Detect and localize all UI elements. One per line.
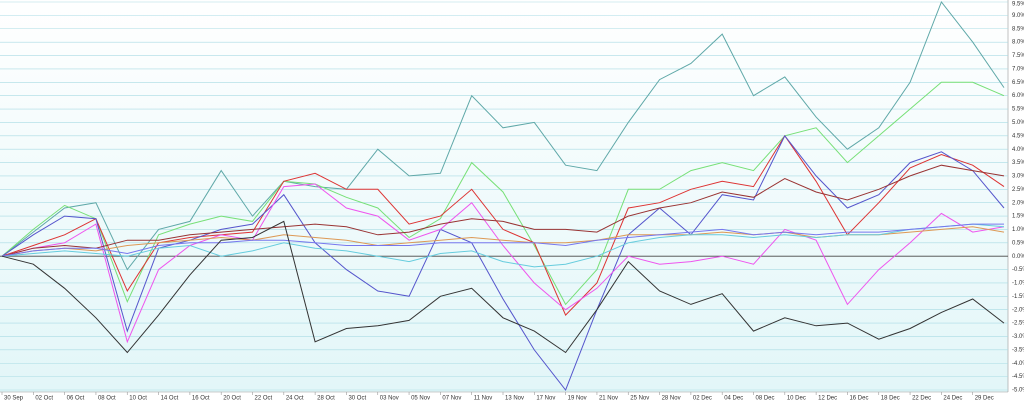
x-tick-label: 29 Dec: [975, 396, 994, 402]
y-tick-label: 1.5%: [1012, 214, 1024, 220]
y-tick-label: -3.5%: [1012, 347, 1024, 353]
y-tick-label: 9.0%: [1012, 13, 1024, 19]
x-tick-label: 25 Nov: [630, 396, 649, 402]
x-tick-label: 21 Nov: [599, 396, 618, 402]
y-tick-label: -1.5%: [1012, 294, 1024, 300]
x-tick-label: 05 Nov: [411, 396, 430, 402]
series-line: [1, 223, 1005, 268]
x-tick-label: 19 Nov: [568, 396, 587, 402]
y-tick-label: -4.5%: [1012, 374, 1024, 380]
y-tick-label: -4.0%: [1012, 361, 1024, 367]
y-tick-label: 3.0%: [1012, 174, 1024, 180]
x-tick-label: 28 Nov: [662, 396, 681, 402]
x-tick-label: 06 Oct: [67, 396, 85, 402]
x-tick-label: 07 Nov: [442, 396, 461, 402]
y-tick-label: 0.0%: [1012, 254, 1024, 260]
y-tick-label: 3.5%: [1012, 160, 1024, 166]
y-tick-label: -1.0%: [1012, 281, 1024, 287]
series-line: [1, 183, 1005, 344]
y-tick-label: 5.5%: [1012, 107, 1024, 113]
x-tick-label: 22 Dec: [912, 396, 931, 402]
x-tick-label: 08 Oct: [98, 396, 116, 402]
y-tick-label: 9.5%: [1012, 2, 1024, 8]
x-tick-label: 30 Oct: [348, 396, 366, 402]
x-tick-label: 20 Oct: [223, 396, 241, 402]
x-tick-label: 16 Dec: [849, 396, 868, 402]
x-tick-label: 11 Nov: [474, 396, 493, 402]
y-tick-label: -3.0%: [1012, 334, 1024, 340]
y-tick-label: 8.5%: [1012, 26, 1024, 32]
y-tick-label: 6.5%: [1012, 80, 1024, 86]
y-tick-label: 8.0%: [1012, 40, 1024, 46]
series-line: [1, 223, 1004, 257]
y-tick-label: 7.0%: [1012, 66, 1024, 72]
series-line: [1, 81, 1005, 306]
y-tick-label: -2.5%: [1012, 321, 1024, 327]
x-tick-label: 03 Nov: [380, 396, 399, 402]
x-tick-label: 17 Nov: [536, 396, 555, 402]
x-tick-label: 13 Nov: [505, 396, 524, 402]
x-tick-label: 24 Oct: [286, 396, 304, 402]
y-tick-label: -2.0%: [1012, 307, 1024, 313]
y-tick-label: 5.0%: [1012, 120, 1024, 126]
plot-background: [0, 0, 1008, 392]
y-tick-label: 1.0%: [1012, 227, 1024, 233]
x-tick-label: 10 Dec: [787, 396, 806, 402]
x-tick-label: 08 Dec: [756, 396, 775, 402]
series-line: [1, 164, 1005, 257]
y-tick-label: 0.5%: [1012, 240, 1024, 246]
x-tick-label: 22 Oct: [255, 396, 273, 402]
series-line: [1, 134, 1005, 316]
y-tick-label: 7.5%: [1012, 53, 1024, 59]
x-tick-label: 10 Oct: [129, 396, 147, 402]
x-tick-label: 16 Oct: [192, 396, 210, 402]
x-tick-label: 04 Dec: [724, 396, 743, 402]
x-tick-label: 14 Oct: [161, 396, 179, 402]
x-tick-label: 30 Sep: [4, 396, 24, 402]
x-tick-label: 24 Dec: [943, 396, 962, 402]
y-tick-label: 4.5%: [1012, 133, 1024, 139]
x-tick-label: 28 Oct: [317, 396, 335, 402]
y-tick-label: -0.5%: [1012, 267, 1024, 273]
y-tick-label: -5.0%: [1012, 388, 1024, 394]
y-tick-label: 6.0%: [1012, 93, 1024, 99]
x-tick-label: 02 Oct: [35, 396, 53, 402]
series-line: [1, 0, 1005, 271]
x-tick-label: 12 Dec: [818, 396, 837, 402]
y-tick-label: 2.0%: [1012, 200, 1024, 206]
y-tick-label: 4.0%: [1012, 147, 1024, 153]
x-tick-label: 02 Dec: [693, 396, 712, 402]
series-line: [1, 220, 1005, 354]
x-tick-label: 18 Dec: [881, 396, 900, 402]
y-tick-label: 2.5%: [1012, 187, 1024, 193]
